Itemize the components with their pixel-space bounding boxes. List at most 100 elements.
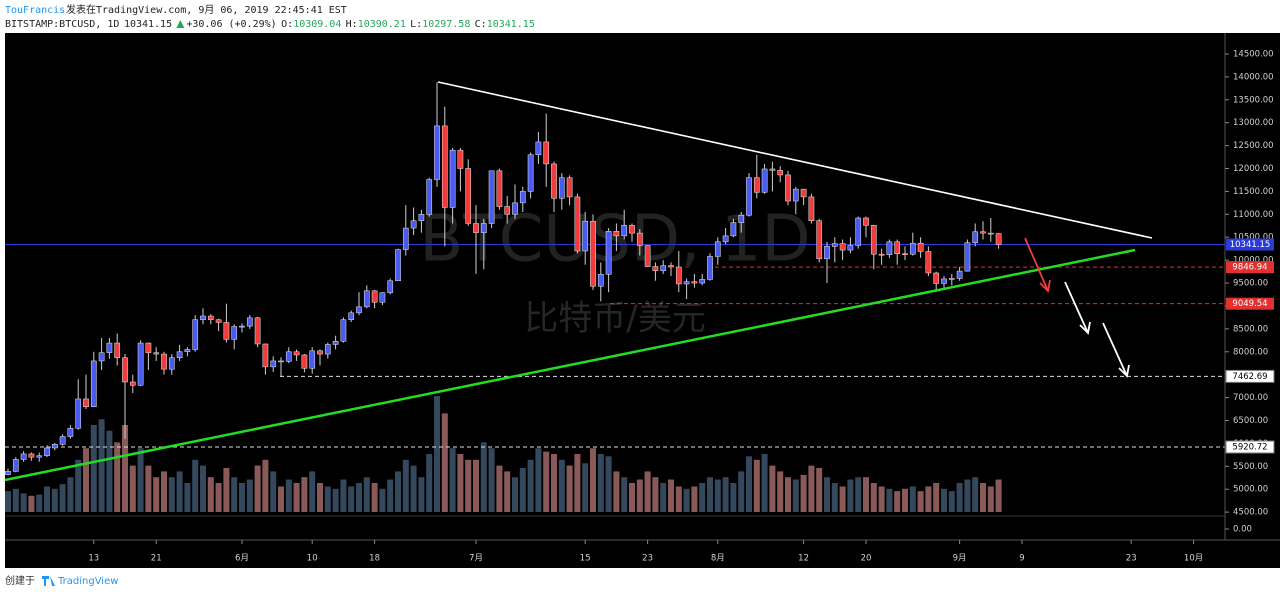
volume-bar bbox=[28, 495, 35, 512]
volume-bar bbox=[753, 459, 760, 512]
candle-body bbox=[223, 322, 230, 340]
volume-bar bbox=[90, 425, 97, 512]
volume-bar bbox=[36, 494, 43, 512]
volume-bar bbox=[972, 477, 979, 512]
candle-body bbox=[636, 232, 643, 246]
y-tick-label: 11000.00 bbox=[1233, 210, 1274, 220]
candle-body bbox=[590, 220, 596, 287]
candle-body bbox=[356, 306, 362, 314]
price-level-tag bbox=[1226, 261, 1274, 274]
price-level-label: 7462.69 bbox=[1232, 372, 1267, 382]
projection-arrows bbox=[1024, 237, 1130, 378]
volume-bar bbox=[137, 448, 144, 512]
candle-body bbox=[730, 222, 737, 237]
volume-bar bbox=[987, 486, 994, 512]
time-axis bbox=[5, 540, 1280, 568]
watermark-symbol: BTCUSD, 1D bbox=[419, 203, 810, 277]
candle-body bbox=[426, 179, 433, 215]
candle-body bbox=[941, 278, 947, 284]
volume-bar bbox=[800, 474, 807, 512]
volume-bar bbox=[730, 483, 737, 512]
volume-bar bbox=[473, 459, 479, 512]
candle-body bbox=[83, 398, 89, 407]
volume-bar bbox=[902, 488, 908, 512]
candle-body bbox=[434, 125, 440, 180]
candle-body bbox=[12, 459, 19, 472]
candle-body bbox=[956, 270, 963, 279]
author[interactable]: TouFrancis bbox=[5, 5, 65, 16]
candle-body bbox=[98, 352, 105, 362]
candle-body bbox=[543, 141, 550, 165]
volume-bar bbox=[465, 459, 472, 512]
volume-bar bbox=[504, 471, 511, 512]
candle-body bbox=[449, 149, 456, 208]
x-tick-label: 7月 bbox=[469, 554, 483, 564]
volume-bar bbox=[293, 483, 300, 512]
candle-body bbox=[660, 265, 667, 271]
volume-bar bbox=[480, 442, 487, 512]
volume-bar bbox=[239, 483, 245, 512]
y-tick-label: 14000.00 bbox=[1233, 72, 1274, 82]
candle-body bbox=[894, 241, 901, 254]
y-tick-label: 8500.00 bbox=[1233, 324, 1268, 334]
volume-bar bbox=[558, 459, 565, 512]
x-tick-label: 15 bbox=[580, 554, 591, 564]
volume-bar bbox=[262, 459, 269, 512]
volume-bar bbox=[51, 488, 58, 512]
candle-body bbox=[792, 188, 799, 202]
candle-body bbox=[340, 319, 347, 342]
volume-bar bbox=[129, 465, 136, 512]
candle-body bbox=[363, 290, 370, 308]
y-tick-label: 12000.00 bbox=[1233, 164, 1274, 174]
candle-body bbox=[504, 206, 511, 215]
volume-bar bbox=[785, 477, 791, 512]
candle-body bbox=[231, 326, 238, 340]
candle-body bbox=[621, 225, 628, 237]
header-field: 10341.15 bbox=[124, 19, 172, 30]
volume-bar bbox=[387, 479, 394, 512]
header-field: +30.06 (+0.29%) bbox=[186, 19, 276, 30]
candle-body bbox=[769, 168, 776, 171]
candle-body bbox=[839, 243, 846, 251]
volume-layer bbox=[5, 396, 1002, 512]
volume-bar bbox=[512, 477, 518, 512]
volume-bar bbox=[816, 467, 823, 512]
candle-body bbox=[738, 214, 745, 223]
candle-body bbox=[629, 225, 635, 234]
volume-bar bbox=[675, 486, 682, 512]
indicator-y-tick-label: 0.00 bbox=[1233, 525, 1252, 535]
volume-bar bbox=[418, 477, 425, 512]
candle-body bbox=[254, 317, 261, 345]
volume-bar bbox=[691, 486, 698, 512]
candle-body bbox=[488, 170, 495, 224]
candle-body bbox=[114, 342, 121, 358]
volume-bar bbox=[5, 491, 11, 512]
candle-body bbox=[605, 231, 612, 275]
price-level-label: 10341.15 bbox=[1230, 240, 1271, 250]
candle-body bbox=[551, 163, 557, 199]
volume-bar bbox=[566, 465, 573, 512]
volume-bar bbox=[660, 483, 667, 512]
y-tick-label: 11500.00 bbox=[1233, 187, 1274, 197]
volume-bar bbox=[870, 483, 877, 512]
volume-bar bbox=[270, 471, 277, 512]
volume-bar bbox=[114, 442, 121, 512]
volume-bar bbox=[59, 484, 66, 512]
volume-bar bbox=[582, 463, 589, 512]
support-trendline bbox=[4, 248, 1136, 482]
header-field: C: bbox=[475, 19, 487, 30]
volume-bar bbox=[309, 471, 316, 512]
brand[interactable]: TradingView bbox=[57, 576, 118, 587]
price-level-label: 9049.54 bbox=[1232, 299, 1267, 309]
x-tick-label: 23 bbox=[1126, 554, 1137, 564]
candle-body bbox=[925, 251, 932, 274]
volume-bar bbox=[106, 430, 113, 512]
candle-body bbox=[418, 214, 425, 221]
candle-body bbox=[722, 235, 729, 243]
volume-bar bbox=[551, 454, 557, 512]
candle-body bbox=[137, 342, 144, 386]
volume-bar bbox=[12, 488, 19, 512]
candle-body bbox=[324, 344, 331, 355]
volume-bar bbox=[426, 454, 433, 512]
candle-body bbox=[379, 292, 386, 303]
